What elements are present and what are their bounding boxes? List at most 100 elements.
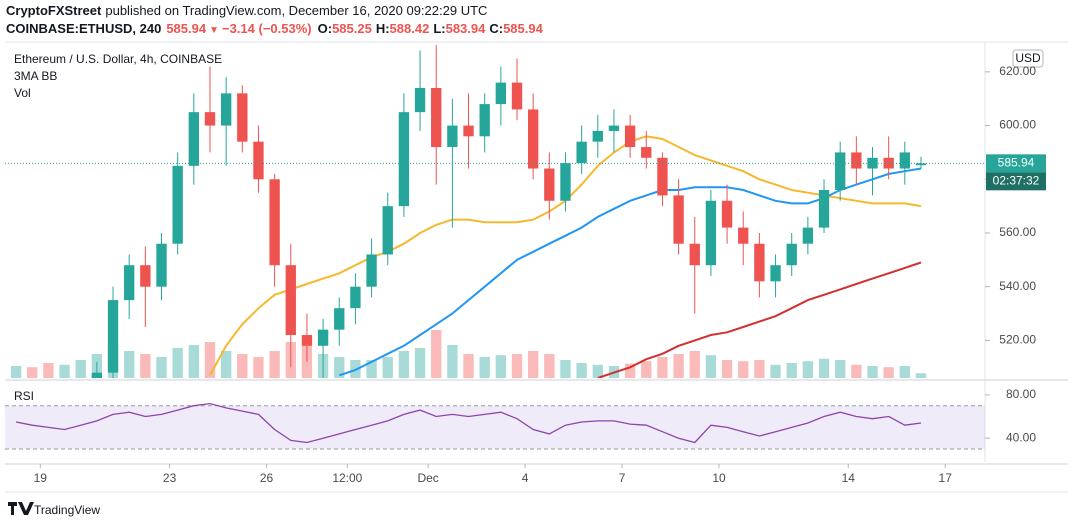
candle-body [124, 265, 135, 301]
candle-body [495, 82, 507, 105]
candle [576, 125, 587, 174]
candle [835, 141, 846, 201]
volume-bar [592, 364, 603, 378]
publisher: CryptoFXStreet [6, 3, 102, 18]
candle-body [237, 93, 248, 142]
volume-bar [835, 360, 846, 378]
candle [124, 254, 135, 319]
l-value: 583.94 [446, 21, 487, 36]
brand[interactable]: TradingView [8, 502, 100, 517]
volume-bar [818, 358, 830, 378]
volume-bar [915, 373, 927, 378]
candle [721, 184, 733, 244]
candle-body [398, 112, 410, 207]
rsi-tick-label: 40.00 [1006, 430, 1036, 444]
o-value: 585.25 [332, 21, 372, 36]
volume-bar [851, 364, 862, 378]
rsi-tick-label: 80.00 [1006, 387, 1036, 401]
arrow: ▼ [209, 25, 219, 36]
candle [431, 45, 442, 185]
volume-bar [867, 366, 878, 378]
h-label: H: [376, 21, 390, 36]
candle [156, 232, 167, 301]
candle [140, 246, 151, 327]
volume-bar [156, 357, 167, 378]
rsi-pane [5, 402, 985, 450]
candle-body [269, 179, 280, 266]
candle-body [786, 243, 797, 266]
candle [608, 109, 620, 153]
candle-body [608, 125, 620, 131]
candle [253, 125, 264, 193]
volume-bar [786, 363, 797, 378]
c-value: 585.94 [503, 21, 544, 36]
candle [382, 192, 393, 266]
candle [285, 243, 296, 368]
volume-bar [511, 354, 523, 378]
candle-body [673, 195, 684, 244]
candle-body [624, 125, 636, 148]
volume-bar [43, 363, 54, 378]
candle-body [463, 125, 474, 137]
candle [883, 136, 894, 180]
candle [204, 66, 216, 153]
candle-body [527, 109, 539, 169]
volume-bar [576, 363, 587, 378]
candle [301, 313, 313, 362]
x-tick-label: 17 [939, 471, 953, 485]
candle [350, 273, 361, 325]
y-tick-label: 540.00 [999, 279, 1036, 293]
volume-bar [334, 357, 345, 378]
last-price-label: 585.94 [998, 155, 1035, 169]
volume-bar [220, 351, 232, 378]
published: published on TradingView.com, December 1… [105, 3, 487, 18]
candle-body [705, 200, 717, 266]
candle [317, 318, 329, 378]
volume-bar [479, 357, 490, 378]
volume-bar [673, 354, 684, 378]
x-tick-label: 26 [260, 471, 274, 485]
candle-body [285, 265, 296, 336]
candle [237, 85, 248, 153]
candle-body [802, 227, 814, 244]
candle [592, 114, 603, 158]
y-tick-label: 560.00 [999, 225, 1036, 239]
volume-bar [560, 360, 571, 378]
rsi-title: RSI [14, 389, 34, 403]
y-tick-label: 620.00 [999, 64, 1036, 78]
volume-bar [770, 364, 781, 378]
volume-bar [27, 367, 38, 378]
moving-average [597, 261, 922, 378]
brand-logo [8, 502, 34, 515]
currency: USD [1015, 51, 1041, 65]
candle [770, 254, 781, 298]
candle-body [657, 157, 668, 196]
volume-bar [802, 361, 814, 378]
volume-bar [899, 366, 910, 378]
candle-body [317, 329, 329, 346]
legend-volume: Vol [14, 86, 31, 100]
candle-body [204, 112, 216, 126]
candle [738, 211, 749, 266]
x-tick-label: 23 [163, 471, 177, 485]
candle [657, 152, 668, 207]
volume-bar [398, 351, 410, 378]
volume-bar [172, 348, 183, 378]
candle [269, 173, 280, 287]
header-line-2: COINBASE:ETHUSD, 240 585.94 ▼ −3.14 (−0.53%… [6, 21, 544, 36]
candle [786, 232, 797, 276]
volume-bar [641, 361, 652, 378]
candle-body [576, 141, 587, 164]
volume-bar [366, 360, 377, 378]
candle-body [721, 200, 733, 228]
candle-body [431, 87, 442, 148]
volume-bar [544, 354, 555, 378]
volume-bar [269, 351, 280, 378]
volume-bar [204, 342, 216, 378]
x-tick-label: Dec [417, 471, 438, 485]
last-price-tag [986, 154, 1046, 173]
currency-box[interactable] [1012, 49, 1044, 68]
candle [511, 58, 523, 121]
volume-bar [447, 345, 458, 378]
